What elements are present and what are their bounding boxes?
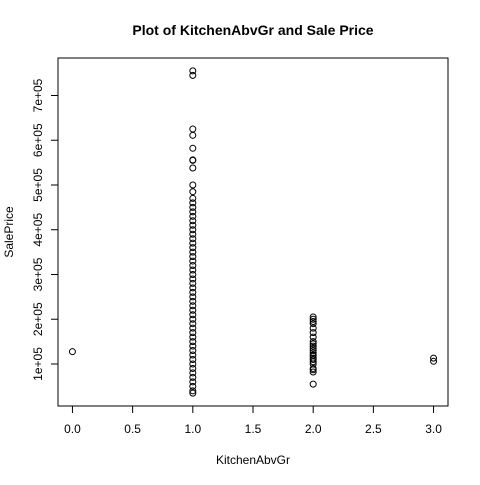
point (189, 364, 197, 372)
point (189, 164, 197, 172)
point (189, 369, 197, 377)
point (189, 266, 197, 274)
point (189, 71, 197, 79)
point (309, 315, 317, 323)
point (309, 317, 317, 325)
point (189, 257, 197, 265)
point (309, 320, 317, 328)
point (430, 357, 438, 365)
point (189, 320, 197, 328)
point (189, 208, 197, 216)
point (189, 338, 197, 346)
point (189, 203, 197, 211)
point (189, 389, 197, 397)
point (309, 338, 317, 346)
point (189, 284, 197, 292)
point (309, 344, 317, 352)
point (309, 340, 317, 348)
point (189, 144, 197, 152)
y-tick-label: 3e+05 (31, 257, 45, 291)
point (189, 324, 197, 332)
point (189, 181, 197, 189)
point (189, 221, 197, 229)
y-tick-label: 7e+05 (31, 78, 45, 112)
point (189, 387, 197, 395)
point (189, 356, 197, 364)
point (189, 230, 197, 238)
point (189, 329, 197, 337)
point (189, 315, 197, 323)
point (189, 378, 197, 386)
point (189, 302, 197, 310)
point (430, 354, 438, 362)
point (189, 293, 197, 301)
point (189, 347, 197, 355)
point (309, 364, 317, 372)
point (189, 333, 197, 341)
point (189, 253, 197, 261)
point (189, 226, 197, 234)
point (189, 275, 197, 283)
point (189, 194, 197, 202)
point (189, 235, 197, 243)
y-tick-label: 6e+05 (31, 123, 45, 157)
point (189, 279, 197, 287)
point (189, 199, 197, 207)
point (68, 348, 76, 356)
chart-title: Plot of KitchenAbvGr and Sale Price (132, 22, 373, 38)
point (189, 373, 197, 381)
x-tick-label: 1.0 (184, 422, 201, 436)
point (189, 156, 197, 164)
point (309, 347, 317, 355)
x-tick-label: 3.0 (425, 422, 442, 436)
point (189, 351, 197, 359)
y-axis-label: SalePrice (2, 206, 16, 258)
point (309, 324, 317, 332)
y-tick-label: 1e+05 (31, 347, 45, 381)
x-tick-label: 2.0 (305, 422, 322, 436)
point (309, 368, 317, 376)
point (309, 329, 317, 337)
y-tick-label: 4e+05 (31, 213, 45, 247)
point (189, 217, 197, 225)
point (309, 351, 317, 359)
point (189, 239, 197, 247)
point (189, 311, 197, 319)
point (189, 244, 197, 252)
point (189, 212, 197, 220)
point (309, 380, 317, 388)
point (189, 262, 197, 270)
x-tick-label: 0.0 (64, 422, 81, 436)
y-tick-label: 5e+05 (31, 168, 45, 202)
x-tick-label: 0.5 (124, 422, 141, 436)
x-axis-label: KitchenAbvGr (216, 453, 290, 467)
point (189, 297, 197, 305)
point (189, 67, 197, 75)
point (189, 288, 197, 296)
point (309, 354, 317, 362)
point (309, 349, 317, 357)
point (189, 342, 197, 350)
point (189, 125, 197, 133)
point (189, 382, 197, 390)
point (309, 342, 317, 350)
y-tick-label: 2e+05 (31, 302, 45, 336)
x-tick-label: 2.5 (365, 422, 382, 436)
point (189, 306, 197, 314)
point (189, 188, 197, 196)
point (309, 333, 317, 341)
point (189, 270, 197, 278)
point (309, 313, 317, 321)
point (189, 248, 197, 256)
x-tick-label: 1.5 (245, 422, 262, 436)
point (189, 360, 197, 368)
